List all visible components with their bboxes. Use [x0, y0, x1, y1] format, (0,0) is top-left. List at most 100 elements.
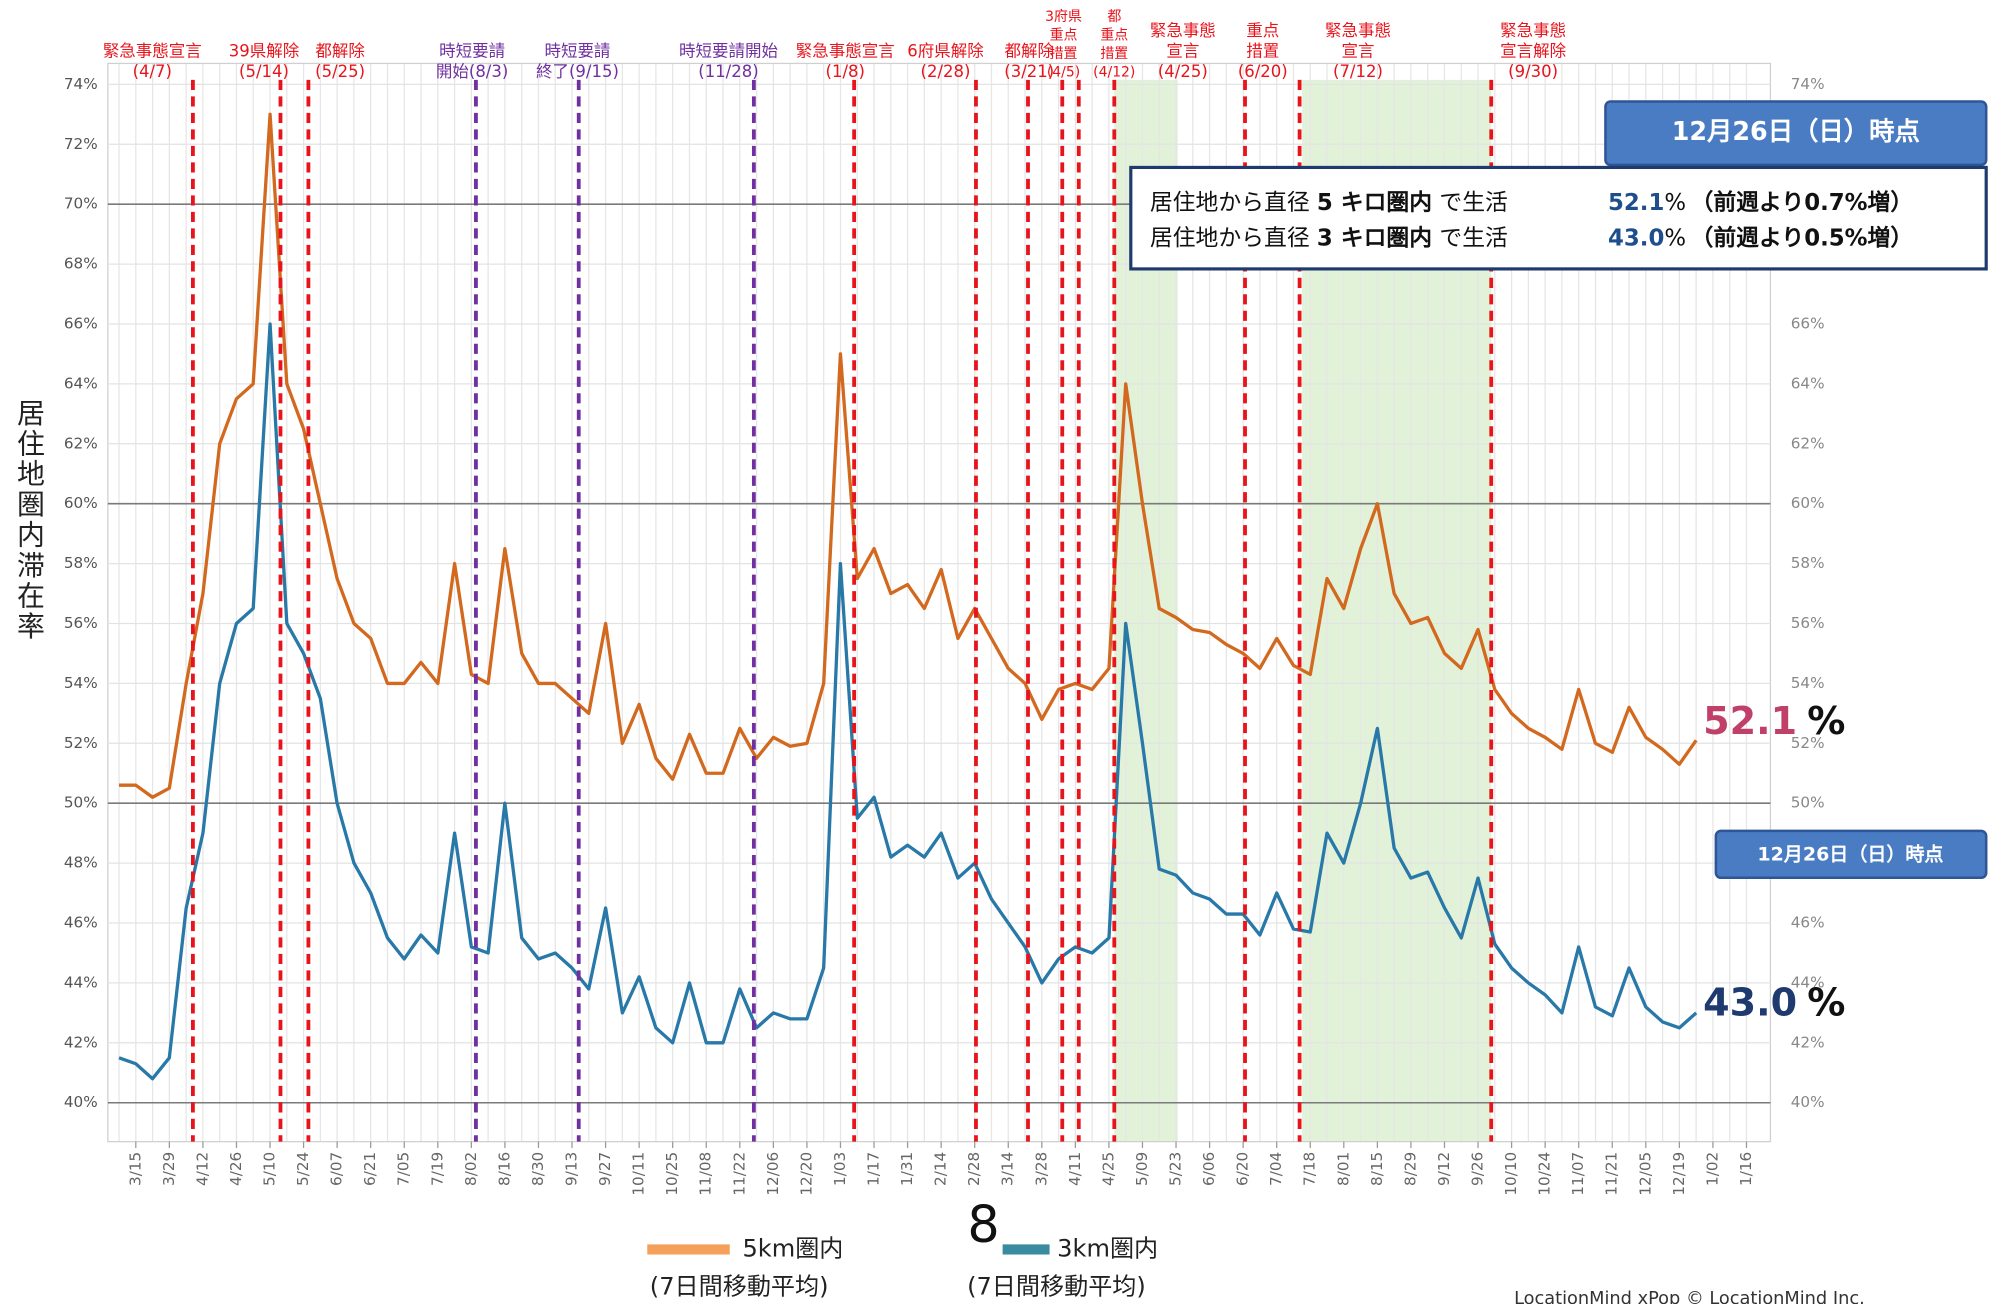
event-label: (11/28) [698, 62, 758, 81]
x-tick-label: 5/24 [294, 1152, 312, 1186]
x-tick-label: 7/04 [1267, 1152, 1285, 1186]
y2-tick-label: 46% [1791, 913, 1825, 931]
x-tick-label: 10/11 [630, 1152, 648, 1196]
y-tick-label: 50% [64, 794, 98, 812]
x-tick-label: 5/10 [261, 1152, 279, 1186]
y-tick-label: 52% [64, 734, 98, 752]
y-tick-label: 60% [64, 494, 98, 512]
event-label: 措置 [1100, 46, 1128, 62]
event-label: (5/14) [239, 62, 289, 81]
legend-subtitle: (7日間移動平均) [650, 1273, 829, 1301]
event-label: (1/8) [826, 62, 865, 81]
x-tick-label: 8/30 [529, 1152, 547, 1186]
x-tick-label: 1/03 [831, 1152, 849, 1186]
end-label-unit: % [1807, 699, 1845, 743]
legend-marker-text: 8 [967, 1195, 999, 1254]
x-tick-label: 7/18 [1301, 1152, 1319, 1186]
event-label: 都解除 [1005, 42, 1055, 61]
x-tick-label: 8/15 [1368, 1152, 1386, 1186]
x-tick-label: 11/07 [1569, 1152, 1587, 1196]
info-header: 12月26日（日）時点 [1672, 116, 1920, 146]
x-tick-label: 11/21 [1603, 1152, 1621, 1196]
x-tick-label: 12/06 [764, 1152, 782, 1196]
y-tick-label: 58% [64, 554, 98, 572]
event-label: 時短要請 [544, 42, 610, 61]
x-tick-label: 3/29 [160, 1152, 178, 1186]
y2-tick-label: 56% [1791, 614, 1825, 632]
x-tick-label: 12/05 [1636, 1152, 1654, 1196]
x-tick-label: 10/25 [663, 1152, 681, 1196]
y2-tick-label: 62% [1791, 434, 1825, 452]
x-tick-label: 5/09 [1133, 1152, 1151, 1186]
x-tick-label: 11/08 [697, 1152, 715, 1196]
info-row: 居住地から直径 5 キロ圏内 で生活 52.1% （前週より0.7%増） [1150, 188, 1913, 215]
end-label-value: 52.1 [1703, 699, 1797, 743]
x-tick-label: 4/25 [1099, 1152, 1117, 1186]
x-tick-label: 4/26 [227, 1152, 245, 1186]
x-tick-label: 6/07 [328, 1152, 346, 1186]
info-bold: 5 キロ圏内 [1317, 189, 1432, 215]
y-tick-label: 66% [64, 314, 98, 332]
y-tick-label: 68% [64, 255, 98, 273]
event-label: (7/12) [1333, 62, 1383, 81]
legend-label: 5km圏内 [742, 1234, 843, 1262]
event-label: (5/25) [315, 62, 365, 81]
end-label-value: 43.0 [1703, 980, 1797, 1024]
y2-tick-label: 74% [1791, 75, 1825, 93]
x-tick-label: 9/12 [1435, 1152, 1453, 1186]
event-label: (4/5) [1047, 64, 1080, 80]
y-tick-label: 40% [64, 1093, 98, 1111]
info-change: （前週より0.7%増） [1690, 188, 1913, 215]
y2-tick-label: 64% [1791, 374, 1825, 392]
x-tick-label: 1/02 [1703, 1152, 1721, 1186]
event-label: 宣言 [1341, 42, 1374, 61]
x-tick-label: 3/14 [999, 1152, 1017, 1186]
event-label: 6府県解除 [907, 42, 984, 61]
legend-swatch [1002, 1244, 1050, 1255]
event-label: (3/21) [1004, 62, 1054, 81]
y-tick-label: 54% [64, 674, 98, 692]
y2-tick-label: 54% [1791, 674, 1825, 692]
event-label: (4/12) [1093, 64, 1135, 80]
info-row: 居住地から直径 3 キロ圏内 で生活 43.0% （前週より0.5%増） [1150, 224, 1913, 251]
x-tick-label: 1/16 [1737, 1152, 1755, 1186]
legend-subtitle: (7日間移動平均) [967, 1273, 1146, 1301]
y2-tick-label: 60% [1791, 494, 1825, 512]
event-label: 緊急事態宣言 [796, 42, 895, 61]
x-tick-label: 8/29 [1401, 1152, 1419, 1186]
event-label: 終了(9/15) [536, 62, 619, 81]
event-label: 措置 [1246, 42, 1279, 61]
x-tick-label: 7/05 [395, 1152, 413, 1186]
info-value: 52.1 [1608, 189, 1664, 215]
x-tick-label: 6/21 [361, 1152, 379, 1186]
x-tick-label: 9/27 [596, 1152, 614, 1186]
end-label: 43.0% [1703, 980, 1845, 1024]
y2-tick-label: 50% [1791, 794, 1825, 812]
x-tick-label: 11/22 [730, 1152, 748, 1196]
info-unit: % [1664, 189, 1686, 215]
event-label: 39県解除 [229, 42, 300, 61]
event-label: 宣言 [1166, 42, 1199, 61]
footer: LocationMind xPop © LocationMind Inc. [1514, 1289, 1865, 1304]
second-badge [1714, 829, 1988, 880]
event-label: 時短要請開始 [679, 42, 778, 61]
info-suffix: で生活 [1432, 189, 1508, 215]
y2-tick-label: 66% [1791, 314, 1825, 332]
x-tick-label: 9/13 [563, 1152, 581, 1186]
info-prefix: 居住地から直径 [1150, 189, 1317, 215]
x-tick-label: 2/28 [965, 1152, 983, 1186]
x-tick-label: 10/24 [1536, 1152, 1554, 1196]
event-label: 時短要請 [439, 42, 505, 61]
x-tick-label: 8/16 [495, 1152, 513, 1186]
y-tick-label: 62% [64, 434, 98, 452]
x-tick-label: 10/10 [1502, 1152, 1520, 1196]
x-tick-label: 5/23 [1167, 1152, 1185, 1186]
x-tick-label: 1/17 [865, 1152, 883, 1186]
x-tick-label: 6/20 [1234, 1152, 1252, 1186]
event-label: 緊急事態 [1500, 21, 1566, 40]
y2-tick-label: 52% [1791, 734, 1825, 752]
event-label: 都解除 [315, 42, 365, 61]
y-tick-label: 70% [64, 195, 98, 213]
